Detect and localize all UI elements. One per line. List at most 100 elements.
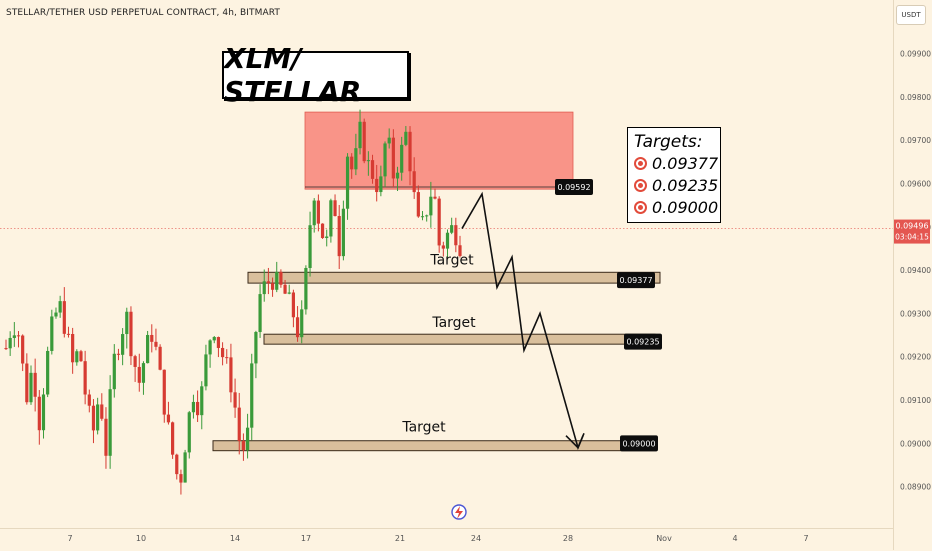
target-item: 0.09235 — [634, 175, 720, 197]
candle-body — [362, 121, 366, 162]
candle-body — [75, 351, 79, 363]
candle-body — [112, 353, 116, 390]
candle-body — [266, 281, 271, 284]
axis-layer: 0.08900 0.09000 0.09100 0.09200 0.09300 0.094… — [67, 50, 931, 543]
candle-body — [41, 394, 46, 431]
y-tick-label: 0.09400 — [900, 266, 931, 275]
candle-body — [337, 216, 341, 257]
candle-body — [12, 335, 16, 338]
candle-body — [400, 144, 404, 173]
candle-body — [383, 143, 387, 177]
candle-body — [83, 361, 87, 395]
direct-hit-icon — [634, 201, 647, 214]
candle-body — [21, 335, 25, 364]
candle-body — [212, 337, 216, 341]
candle-body — [16, 335, 21, 337]
y-tick-label: 0.09700 — [900, 136, 931, 145]
candle-body — [295, 317, 300, 338]
candle-body — [62, 301, 66, 334]
candle-body — [91, 405, 96, 431]
candle-body — [216, 337, 221, 348]
current-price-label: 0.09496 — [895, 222, 928, 231]
candle-body — [50, 316, 54, 351]
candle-body — [154, 341, 158, 347]
candle-body — [395, 172, 400, 179]
price-level-tag-text: 0.09592 — [557, 183, 590, 192]
x-tick-label: Nov — [656, 534, 672, 543]
candle-body — [220, 347, 225, 358]
candle-body — [104, 418, 108, 456]
candle-body — [33, 372, 37, 397]
currency-badge[interactable]: USDT — [896, 5, 926, 25]
candle-body — [270, 283, 275, 290]
candle-body — [325, 236, 329, 239]
candle-body — [162, 369, 166, 415]
y-tick-label: 0.09900 — [900, 50, 931, 59]
candle-body — [350, 156, 354, 170]
zones-layer — [0, 111, 893, 452]
x-tick-label: 17 — [301, 534, 311, 543]
candle-body — [187, 412, 191, 453]
resistance-zone — [304, 111, 574, 190]
x-tick-label: 7 — [67, 534, 72, 543]
candle-body — [100, 404, 104, 419]
target-label: Target — [429, 252, 474, 268]
candle-body — [133, 356, 137, 367]
y-tick-label: 0.09800 — [900, 93, 931, 102]
candle-body — [116, 353, 121, 355]
price-level-tag — [617, 272, 655, 289]
y-tick-label: 0.09100 — [900, 396, 931, 405]
y-tick-label: 0.09200 — [900, 353, 931, 362]
candle-body — [46, 350, 50, 395]
candles-layer — [4, 109, 462, 495]
candle-body — [245, 427, 250, 451]
price-level-tag-text: 0.09235 — [626, 338, 659, 347]
price-axis[interactable] — [893, 0, 932, 550]
candle-body — [229, 357, 233, 393]
target-label: Target — [431, 315, 476, 331]
candle-body — [71, 334, 75, 363]
candle-body — [121, 334, 125, 355]
x-tick-label: 21 — [395, 534, 405, 543]
candle-body — [458, 245, 462, 256]
candle-body — [108, 389, 112, 456]
x-tick-label: 4 — [732, 534, 737, 543]
price-level-tag-text: 0.09000 — [622, 439, 655, 448]
countdown-label: 03:04:15 — [895, 233, 929, 242]
candle-body — [79, 351, 83, 362]
candle-body — [358, 121, 362, 149]
candle-body — [429, 196, 433, 216]
target-zone — [263, 333, 656, 345]
candle-body — [171, 422, 175, 455]
current-price-badge — [894, 219, 930, 244]
candle-body — [320, 223, 325, 239]
candle-body — [4, 348, 8, 350]
direct-hit-icon — [634, 157, 647, 170]
candle-body — [404, 131, 408, 145]
candle-body — [87, 394, 91, 406]
candle-body — [233, 392, 237, 408]
candle-body — [204, 354, 208, 387]
target-value: 0.09377 — [652, 154, 719, 173]
price-level-tag — [620, 435, 658, 452]
candle-body — [225, 357, 229, 359]
x-tick-label: 14 — [230, 534, 240, 543]
candle-body — [345, 156, 350, 209]
candle-body — [58, 301, 62, 313]
projected-path-layer — [461, 191, 585, 451]
candle-body — [54, 312, 58, 317]
candle-body — [237, 407, 241, 441]
candle-body — [208, 340, 212, 355]
candle-body — [8, 337, 12, 349]
candle-body — [379, 176, 383, 193]
candle-body — [387, 137, 391, 144]
candle-body — [141, 363, 146, 383]
candle-body — [37, 396, 41, 431]
candle-body — [304, 267, 308, 310]
y-tick-label: 0.08900 — [900, 483, 931, 492]
time-axis[interactable] — [0, 528, 893, 551]
candle-body — [129, 311, 133, 357]
x-tick-label: 7 — [803, 534, 808, 543]
candle-body — [375, 178, 379, 193]
